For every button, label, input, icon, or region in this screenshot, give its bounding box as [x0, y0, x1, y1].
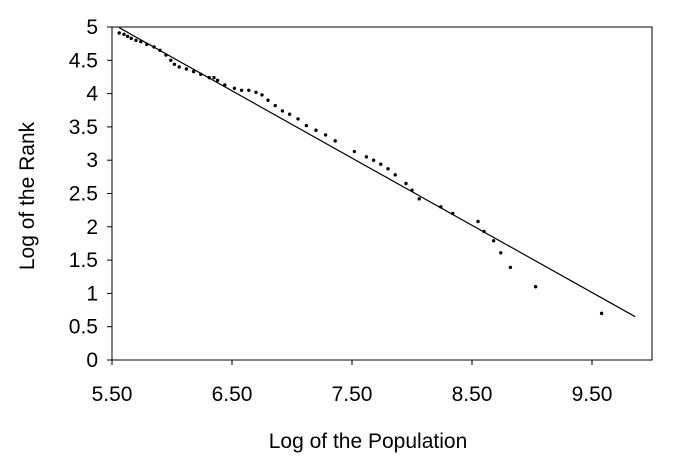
data-point: [215, 78, 220, 82]
y-tick-label: 2.5: [69, 183, 98, 206]
x-tick-label: 8.50: [452, 383, 493, 406]
data-point: [287, 112, 292, 116]
data-point: [371, 158, 376, 162]
data-point: [386, 167, 390, 171]
data-point: [314, 128, 318, 132]
data-point: [451, 211, 455, 216]
data-point: [364, 155, 369, 159]
y-tick-label: 2: [86, 216, 98, 239]
data-point: [139, 39, 143, 44]
data-point: [323, 133, 328, 137]
data-point: [212, 75, 216, 80]
data-point: [599, 311, 604, 316]
data-point: [169, 58, 173, 62]
data-point: [207, 75, 211, 80]
data-point: [145, 42, 149, 47]
y-tick-label: 0: [86, 349, 98, 372]
data-point: [254, 90, 258, 94]
data-point: [122, 32, 126, 37]
y-tick-label: 4.5: [69, 49, 98, 72]
trend-line-group: [118, 27, 636, 318]
data-point: [134, 38, 138, 43]
data-point: [247, 88, 251, 92]
data-point: [439, 205, 443, 209]
x-tick-label: 7.50: [332, 383, 373, 406]
data-point: [482, 229, 486, 234]
data-point: [499, 251, 503, 255]
y-tick-label: 4: [86, 83, 98, 106]
data-point: [232, 86, 237, 90]
data-point: [533, 285, 538, 289]
data-point: [164, 53, 168, 57]
data-point: [333, 139, 337, 143]
data-point: [177, 65, 181, 69]
data-point: [476, 219, 480, 224]
y-tick-label: 1.5: [69, 249, 98, 272]
y-axis-title: Log of the Rank: [16, 121, 39, 270]
data-point: [280, 109, 285, 113]
data-point: [129, 36, 133, 41]
data-point: [199, 72, 203, 76]
data-point: [152, 45, 156, 49]
data-point: [393, 173, 397, 177]
data-point: [184, 67, 189, 71]
x-tick-label: 5.50: [92, 383, 133, 406]
tick-labels: 5.50 6.50 7.50 8.50 9.50 0 0.5 1 1.5 2 2.5 3 3.5 4 4.5…: [69, 16, 613, 406]
y-tick-label: 3: [86, 149, 98, 172]
data-point: [223, 83, 227, 87]
x-tick-label: 6.50: [212, 383, 253, 406]
data-point: [491, 239, 496, 243]
axes: [107, 26, 653, 365]
x-axis-title: Log of the Population: [269, 430, 468, 453]
data-point: [191, 69, 196, 74]
data-point: [266, 98, 270, 102]
data-point: [117, 31, 121, 35]
data-point: [508, 265, 513, 270]
data-point: [352, 149, 357, 154]
trend-line: [118, 27, 636, 318]
data-points: [117, 31, 604, 316]
y-tick-label: 1: [86, 282, 98, 305]
data-point: [379, 162, 383, 166]
data-point: [410, 188, 414, 192]
data-point: [304, 123, 309, 128]
plot-frame: [111, 26, 653, 361]
data-point: [158, 48, 162, 53]
data-point: [125, 34, 130, 39]
data-point: [273, 103, 277, 108]
y-tick-label: 3.5: [69, 116, 98, 139]
data-point: [417, 197, 421, 201]
data-point: [172, 62, 177, 66]
data-point: [296, 117, 300, 121]
data-point: [404, 181, 408, 186]
data-point: [260, 93, 264, 97]
data-point: [239, 88, 244, 92]
y-tick-label: 0.5: [69, 316, 98, 339]
y-tick-label: 5: [86, 16, 98, 39]
x-tick-label: 9.50: [572, 383, 613, 406]
